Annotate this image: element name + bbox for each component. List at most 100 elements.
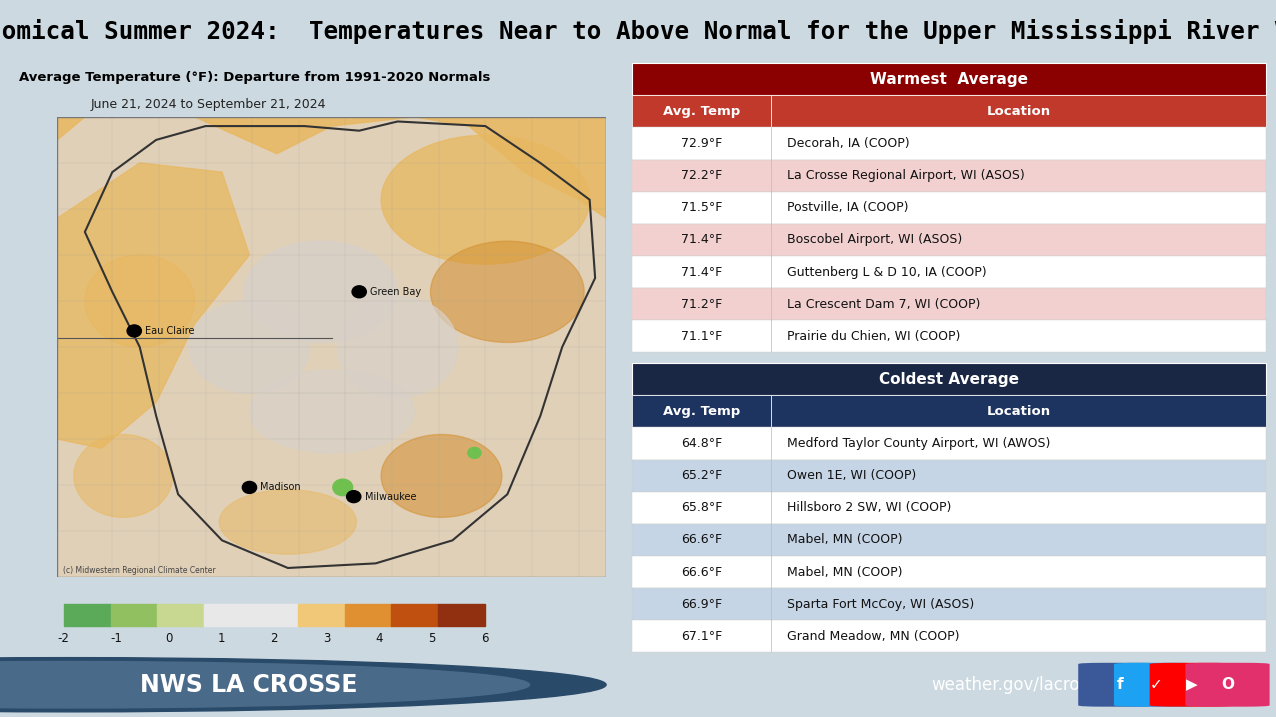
Text: 72.9°F: 72.9°F xyxy=(681,137,722,150)
FancyBboxPatch shape xyxy=(1114,663,1198,707)
Text: Coldest Average: Coldest Average xyxy=(879,371,1018,386)
Bar xyxy=(632,224,1266,256)
Circle shape xyxy=(347,490,361,503)
Bar xyxy=(632,556,1266,588)
Bar xyxy=(632,320,1266,352)
Bar xyxy=(632,288,1266,320)
Text: 71.4°F: 71.4°F xyxy=(681,265,722,278)
Bar xyxy=(64,604,111,626)
Text: Hillsboro 2 SW, WI (COOP): Hillsboro 2 SW, WI (COOP) xyxy=(787,501,952,514)
Bar xyxy=(632,588,1266,620)
Text: 6: 6 xyxy=(481,632,489,645)
Ellipse shape xyxy=(382,435,501,518)
Text: Decorah, IA (COOP): Decorah, IA (COOP) xyxy=(787,137,910,150)
Bar xyxy=(632,63,1266,95)
Bar xyxy=(632,395,771,427)
Text: 71.2°F: 71.2°F xyxy=(681,298,722,310)
Text: -2: -2 xyxy=(57,632,70,645)
Text: Prairie du Chien, WI (COOP): Prairie du Chien, WI (COOP) xyxy=(787,330,961,343)
Text: Boscobel Airport, WI (ASOS): Boscobel Airport, WI (ASOS) xyxy=(787,234,962,247)
Text: 64.8°F: 64.8°F xyxy=(681,437,722,450)
Bar xyxy=(297,604,345,626)
Bar xyxy=(204,604,251,626)
Text: Medford Taylor County Airport, WI (AWOS): Medford Taylor County Airport, WI (AWOS) xyxy=(787,437,1050,450)
Text: 0: 0 xyxy=(166,632,172,645)
Text: 66.6°F: 66.6°F xyxy=(681,566,722,579)
Text: Location: Location xyxy=(986,405,1050,418)
Bar xyxy=(632,620,1266,652)
Text: Astronomical Summer 2024:  Temperatures Near to Above Normal for the Upper Missi: Astronomical Summer 2024: Temperatures N… xyxy=(0,19,1276,44)
Text: Owen 1E, WI (COOP): Owen 1E, WI (COOP) xyxy=(787,469,916,482)
Text: 66.9°F: 66.9°F xyxy=(681,598,722,611)
Text: Grand Meadow, MN (COOP): Grand Meadow, MN (COOP) xyxy=(787,630,960,643)
Circle shape xyxy=(352,286,366,298)
Text: Milwaukee: Milwaukee xyxy=(365,492,416,502)
Bar xyxy=(111,604,157,626)
Text: 3: 3 xyxy=(323,632,330,645)
Text: 67.1°F: 67.1°F xyxy=(681,630,722,643)
Text: Avg. Temp: Avg. Temp xyxy=(662,105,740,118)
Text: 5: 5 xyxy=(429,632,436,645)
Circle shape xyxy=(0,662,530,708)
Bar xyxy=(632,460,1266,492)
Bar xyxy=(632,427,1266,460)
Ellipse shape xyxy=(430,241,584,343)
Text: 71.4°F: 71.4°F xyxy=(681,234,722,247)
Text: Mabel, MN (COOP): Mabel, MN (COOP) xyxy=(787,566,902,579)
Bar xyxy=(771,395,1266,427)
FancyBboxPatch shape xyxy=(1185,663,1270,707)
Circle shape xyxy=(333,479,352,495)
Text: O: O xyxy=(1221,678,1234,692)
Bar xyxy=(771,95,1266,128)
Ellipse shape xyxy=(382,136,590,264)
Text: 71.1°F: 71.1°F xyxy=(681,330,722,343)
Bar xyxy=(392,604,438,626)
Ellipse shape xyxy=(219,490,356,554)
Bar xyxy=(632,128,1266,159)
Polygon shape xyxy=(57,163,250,448)
Bar xyxy=(632,159,1266,191)
Bar xyxy=(632,524,1266,556)
Text: La Crescent Dam 7, WI (COOP): La Crescent Dam 7, WI (COOP) xyxy=(787,298,980,310)
Ellipse shape xyxy=(250,370,415,453)
Text: 2: 2 xyxy=(271,632,278,645)
Text: Avg. Temp: Avg. Temp xyxy=(662,405,740,418)
Text: f: f xyxy=(1116,678,1124,692)
Circle shape xyxy=(242,481,256,493)
Text: Guttenberg L & D 10, IA (COOP): Guttenberg L & D 10, IA (COOP) xyxy=(787,265,986,278)
Text: (c) Midwestern Regional Climate Center: (c) Midwestern Regional Climate Center xyxy=(63,566,216,575)
Text: -1: -1 xyxy=(111,632,122,645)
Circle shape xyxy=(468,447,481,458)
FancyBboxPatch shape xyxy=(1150,663,1234,707)
Text: Mabel, MN (COOP): Mabel, MN (COOP) xyxy=(787,533,902,546)
Text: Eau Claire: Eau Claire xyxy=(145,326,195,336)
Text: 65.8°F: 65.8°F xyxy=(680,501,722,514)
Bar xyxy=(632,191,1266,224)
Text: Sparta Fort McCoy, WI (ASOS): Sparta Fort McCoy, WI (ASOS) xyxy=(787,598,975,611)
Bar xyxy=(632,492,1266,524)
Bar xyxy=(632,256,1266,288)
Text: La Crosse Regional Airport, WI (ASOS): La Crosse Regional Airport, WI (ASOS) xyxy=(787,169,1025,182)
Text: 66.6°F: 66.6°F xyxy=(681,533,722,546)
Text: ▶: ▶ xyxy=(1185,678,1198,692)
Circle shape xyxy=(128,325,142,337)
Text: Location: Location xyxy=(986,105,1050,118)
Text: NWS LA CROSSE: NWS LA CROSSE xyxy=(140,673,357,697)
Bar xyxy=(632,363,1266,395)
Text: Green Bay: Green Bay xyxy=(370,287,421,297)
Ellipse shape xyxy=(84,255,195,347)
Bar xyxy=(157,604,204,626)
Circle shape xyxy=(0,657,606,712)
Text: 1: 1 xyxy=(218,632,226,645)
Text: Warmest  Average: Warmest Average xyxy=(870,72,1027,87)
Bar xyxy=(345,604,392,626)
Text: 4: 4 xyxy=(376,632,383,645)
Bar xyxy=(632,95,771,128)
Text: Madison: Madison xyxy=(260,483,301,493)
Ellipse shape xyxy=(74,435,172,518)
Bar xyxy=(438,604,485,626)
Text: ✓: ✓ xyxy=(1150,678,1162,692)
Bar xyxy=(251,604,297,626)
Ellipse shape xyxy=(244,241,398,343)
Text: weather.gov/lacrosse: weather.gov/lacrosse xyxy=(931,675,1108,694)
